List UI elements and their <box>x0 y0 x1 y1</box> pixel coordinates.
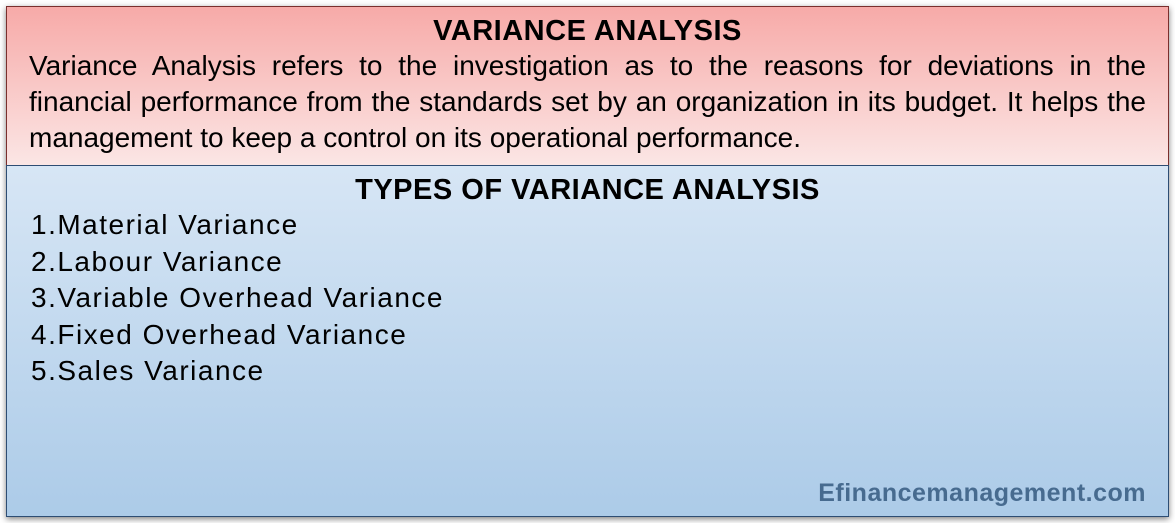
types-list: 1.Material Variance2.Labour Variance3.Va… <box>29 207 1146 389</box>
list-item: 1.Material Variance <box>31 207 1146 243</box>
definition-title: VARIANCE ANALYSIS <box>29 15 1146 48</box>
definition-panel: VARIANCE ANALYSIS Variance Analysis refe… <box>6 6 1169 165</box>
infographic-container: VARIANCE ANALYSIS Variance Analysis refe… <box>6 6 1169 517</box>
attribution-text: Efinancemanagement.com <box>818 479 1146 508</box>
definition-body: Variance Analysis refers to the investig… <box>29 48 1146 155</box>
list-item: 2.Labour Variance <box>31 244 1146 280</box>
list-item: 4.Fixed Overhead Variance <box>31 317 1146 353</box>
list-item: 5.Sales Variance <box>31 353 1146 389</box>
types-title: TYPES OF VARIANCE ANALYSIS <box>29 174 1146 207</box>
types-panel: TYPES OF VARIANCE ANALYSIS 1.Material Va… <box>6 165 1169 517</box>
list-item: 3.Variable Overhead Variance <box>31 280 1146 316</box>
